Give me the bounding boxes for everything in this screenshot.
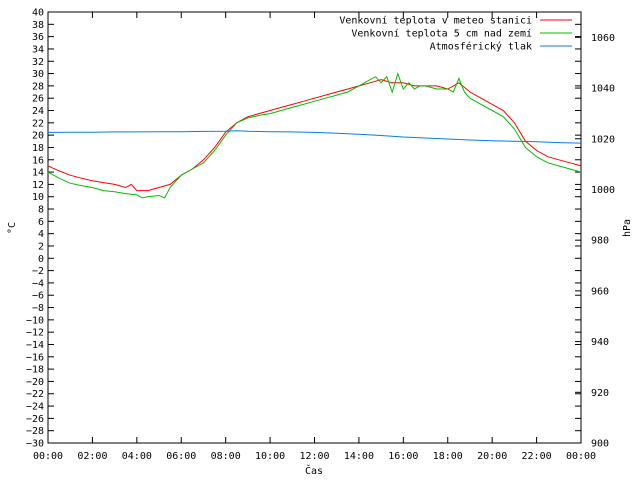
y-tick-label-left: −8 [32,303,44,314]
y-tick-label-right: 980 [591,236,609,247]
y-tick-label-left: −28 [26,426,44,437]
y-tick-label-right: 920 [591,388,609,399]
y-tick-label-left: −18 [26,365,44,376]
x-tick-label: 12:00 [299,451,329,462]
y-tick-label-left: 38 [32,20,44,31]
y-tick-label-left: −24 [26,402,44,413]
y-tick-label-left: 18 [32,143,44,154]
y-tick-label-right: 940 [591,337,609,348]
y-tick-label-left: 26 [32,94,44,105]
x-tick-label: 00:00 [566,451,596,462]
plot-frame [47,11,582,444]
series-line-1 [47,79,582,192]
y-tick-label-left: 10 [32,192,44,203]
y-tick-label-left: 8 [38,205,44,216]
y-tick-label-left: 12 [32,180,44,191]
y-tick-label-left: 6 [38,217,44,228]
x-tick-label: 20:00 [477,451,507,462]
y-tick-label-left: 16 [32,155,44,166]
x-tick-label: 16:00 [388,451,418,462]
y-tick-label-left: 22 [32,118,44,129]
legend: Venkovní teplota v meteo staniciVenkovní… [339,15,572,53]
x-tick-label: 08:00 [211,451,241,462]
x-tick-label: 04:00 [122,451,152,462]
y-tick-label-left: 2 [38,241,44,252]
y-tick-label-left: −10 [26,315,44,326]
x-tick-label: 18:00 [433,451,463,462]
y-axis-label-right: hPa [622,219,633,237]
x-tick-label: 14:00 [344,451,374,462]
y-tick-label-left: 36 [32,32,44,43]
y-tick-label-left: −12 [26,328,44,339]
y-tick-label-left: 30 [32,69,44,80]
x-tick-label: 10:00 [255,451,285,462]
y-tick-label-left: −26 [26,414,44,425]
y-tick-label-left: −2 [32,266,44,277]
x-tick-label: 06:00 [166,451,196,462]
y-tick-label-left: −16 [26,352,44,363]
y-tick-label-left: 40 [32,8,44,19]
series-group [47,72,582,199]
y-tick-label-right: 960 [591,286,609,297]
y-tick-label-right: 1060 [591,33,615,44]
x-tick-label: 00:00 [33,451,63,462]
y-tick-label-right: 1000 [591,185,615,196]
y-tick-label-left: 34 [32,44,44,55]
x-axis: 00:00 02:00 04:00 06:00 08:00 10:00 12:00 14:00… [33,12,596,462]
y-axis-label-left: °C [7,222,18,234]
y-tick-label-right: 900 [591,439,609,450]
y-tick-label-right: 1020 [591,134,615,145]
y-tick-label-right: 1040 [591,84,615,95]
y-tick-label-left: −14 [26,340,44,351]
y-axis-right: 900 920 940 960 980 1000 1020 1040 1060 [575,33,615,450]
x-tick-label: 02:00 [77,451,107,462]
x-tick-label: 22:00 [522,451,552,462]
legend-label-1: Venkovní teplota v meteo stanici [339,15,532,27]
y-tick-label-left: 20 [32,131,44,142]
y-tick-label-left: 4 [38,229,44,240]
y-tick-label-left: −20 [26,377,44,388]
y-tick-label-left: −22 [26,389,44,400]
series-line-3 [47,130,582,144]
y-tick-label-left: −4 [32,278,44,289]
series-line-2 [47,72,582,199]
y-tick-label-left: 28 [32,81,44,92]
y-tick-label-left: 0 [38,254,44,265]
y-tick-label-left: −6 [32,291,44,302]
legend-label-2: Venkovní teplota 5 cm nad zemí [351,28,532,40]
y-tick-label-left: −30 [26,439,44,450]
y-tick-label-left: 24 [32,106,44,117]
y-axis-left: −30−28−26−24−22−20−18−16−14−12−10−8−6−4−… [26,8,581,450]
x-axis-label: Čas [305,464,323,477]
legend-label-3: Atmosférický tlak [430,41,532,53]
y-tick-label-left: 32 [32,57,44,68]
y-tick-label-left: 14 [32,168,44,179]
